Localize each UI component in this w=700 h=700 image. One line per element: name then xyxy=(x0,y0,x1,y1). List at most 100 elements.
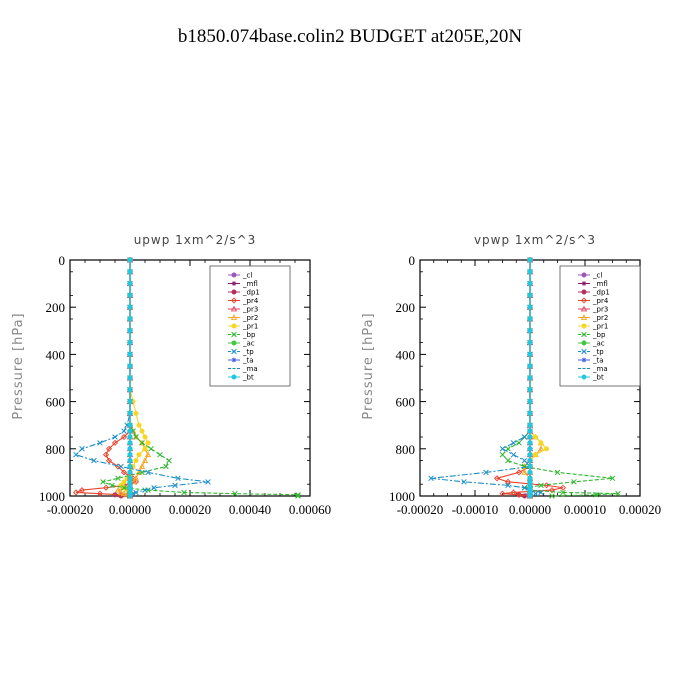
legend-marker xyxy=(231,272,237,278)
legend-item-ta: _ta xyxy=(228,357,254,365)
data-point xyxy=(543,446,549,452)
y-tick-label: 1000 xyxy=(389,489,415,504)
data-point xyxy=(142,446,148,452)
data-point xyxy=(96,490,104,497)
data-point xyxy=(127,446,133,452)
data-point xyxy=(145,440,151,446)
data-point xyxy=(532,434,538,440)
series-bt xyxy=(527,257,533,499)
data-point xyxy=(549,493,555,499)
legend-label: _pr2 xyxy=(242,314,258,322)
legend-marker xyxy=(231,348,237,355)
data-point xyxy=(157,451,163,458)
data-point xyxy=(115,475,121,482)
legend-item-pr1: _pr1 xyxy=(578,323,608,331)
legend-item-bt: _bt xyxy=(578,374,604,382)
data-point xyxy=(499,490,506,497)
data-point xyxy=(527,316,533,322)
y-tick-label: 0 xyxy=(409,253,416,268)
data-point xyxy=(527,363,533,369)
data-point xyxy=(127,428,133,434)
y-tick-label: 200 xyxy=(396,300,416,315)
data-point xyxy=(118,463,124,470)
legend-label: _dp1 xyxy=(242,289,260,297)
data-point xyxy=(120,469,128,476)
legend-label: _cl xyxy=(592,272,602,280)
data-point xyxy=(532,452,538,458)
data-point xyxy=(504,478,512,485)
data-point xyxy=(139,440,145,446)
data-point xyxy=(527,410,533,416)
data-point xyxy=(109,482,115,489)
data-point xyxy=(72,489,80,496)
y-tick-label: 0 xyxy=(59,253,66,268)
legend-marker xyxy=(581,348,587,355)
data-point xyxy=(127,281,133,287)
x-tick-label: 0.00020 xyxy=(619,502,661,517)
data-point xyxy=(102,451,110,458)
data-point xyxy=(232,490,238,497)
data-point xyxy=(142,434,148,440)
data-point xyxy=(120,490,128,497)
data-point xyxy=(527,292,533,298)
data-point xyxy=(127,375,133,381)
panels: upwp 1xm^2/s^3 Pressure [hPa] 0 200 400 600 80… xyxy=(11,233,661,517)
legend-marker xyxy=(581,357,587,363)
legend-item-bp: _bp xyxy=(228,331,256,339)
chart-panel-2: vpwp 1xm^2/s^3 Pressure [hPa] 0 200 400 600 80… xyxy=(361,233,661,517)
data-point xyxy=(100,479,106,485)
legend-item-pr2: _pr2 xyxy=(228,314,258,322)
legend-marker xyxy=(231,374,237,380)
data-point xyxy=(515,491,523,498)
data-point xyxy=(428,475,434,482)
data-point xyxy=(527,493,533,499)
legend-label: _ac xyxy=(242,340,255,348)
data-point xyxy=(527,458,533,464)
legend-item-mfl: _mfl xyxy=(578,280,608,288)
data-point xyxy=(461,479,467,485)
legend-label: _cl xyxy=(242,272,252,280)
legend-marker xyxy=(231,340,237,346)
legend-marker xyxy=(581,272,587,278)
legend-item-ma: _ma xyxy=(578,365,608,373)
data-point xyxy=(79,446,85,452)
data-point xyxy=(527,257,533,263)
y-tick-label: 400 xyxy=(396,347,416,362)
legend-marker xyxy=(230,314,238,320)
data-point xyxy=(516,440,522,446)
legend-marker xyxy=(580,314,588,320)
legend-item-cl: _cl xyxy=(578,272,602,280)
data-point xyxy=(127,458,133,464)
legend-label: _ta xyxy=(242,357,254,365)
legend-item-ac: _ac xyxy=(228,340,255,348)
data-point xyxy=(127,387,133,393)
x-tick-label: 0.00040 xyxy=(229,502,271,517)
data-point xyxy=(117,489,125,495)
legend-item-mfl: _mfl xyxy=(228,280,258,288)
x-tick-label: 0.00060 xyxy=(289,502,331,517)
legend-marker xyxy=(581,323,587,329)
data-point xyxy=(538,482,544,489)
data-point xyxy=(135,469,143,475)
legend-label: _bt xyxy=(592,374,604,382)
legend: _cl_mfl_dp1_pr4_pr3_pr2_pr1_bp_ac_tp_ta_… xyxy=(209,265,291,387)
data-point xyxy=(163,463,169,470)
data-point xyxy=(144,451,152,458)
data-point xyxy=(127,304,133,310)
data-point xyxy=(133,434,139,440)
legend-item-pr3: _pr3 xyxy=(578,306,608,314)
legend-marker xyxy=(231,331,237,338)
series-bt xyxy=(127,257,133,499)
data-point xyxy=(127,340,133,346)
y-tick-label: 600 xyxy=(46,395,66,410)
data-point xyxy=(127,463,133,469)
y-axis-label: Pressure [hPa] xyxy=(361,312,376,419)
legend-item-tp: _tp xyxy=(228,348,254,356)
legend-item-tp: _tp xyxy=(578,348,604,356)
data-point xyxy=(127,422,133,428)
data-point xyxy=(527,375,533,381)
legend-label: _bp xyxy=(242,331,256,339)
legend-marker xyxy=(581,374,587,380)
data-point xyxy=(132,474,140,481)
